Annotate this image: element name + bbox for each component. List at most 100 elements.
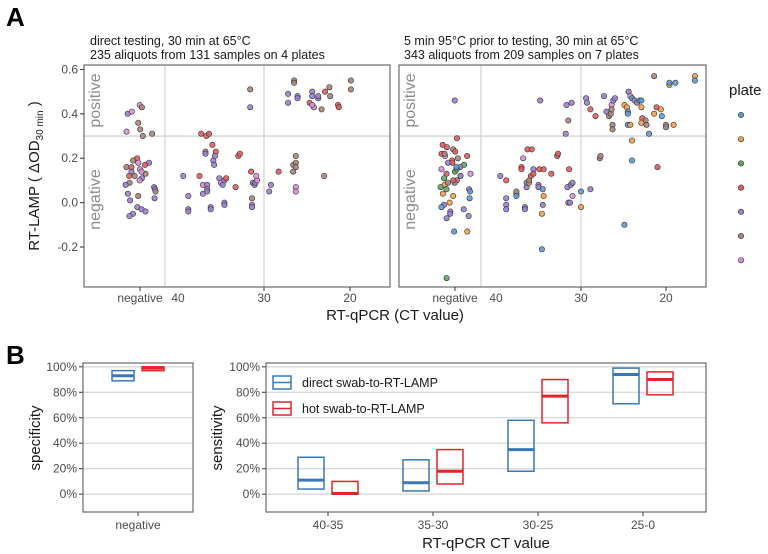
data-point xyxy=(453,164,460,171)
data-point xyxy=(267,181,274,188)
data-point xyxy=(212,153,219,160)
y-tick-label: 0.6 xyxy=(61,62,78,76)
data-point xyxy=(451,228,458,235)
x-tick-label: negative xyxy=(432,291,478,305)
data-point xyxy=(587,106,594,113)
panel-a-left-plot: positive negative negative 40 30 20 0.6 0.4 0.2 0… xyxy=(57,62,391,305)
y-tick-label: 0.2 xyxy=(61,151,78,165)
data-point xyxy=(454,155,461,162)
data-point xyxy=(253,173,260,180)
method-legend: direct swab-to-RT-LAMP hot swab-to-RT-LA… xyxy=(272,375,438,416)
plot-frame xyxy=(82,362,194,513)
data-point xyxy=(609,126,616,133)
specificity-plot: 100% 80% 60% 40% 20% 0% negative xyxy=(46,360,194,532)
negative-region-label: negative xyxy=(402,169,419,230)
data-point xyxy=(318,106,325,113)
data-point xyxy=(347,77,354,84)
data-point xyxy=(327,93,334,100)
data-point xyxy=(466,188,473,195)
data-point xyxy=(347,86,354,93)
data-point xyxy=(207,206,214,213)
data-point xyxy=(444,179,451,186)
data-point xyxy=(608,106,615,113)
sensitivity-axis-title: sensitivity xyxy=(209,405,226,471)
data-point xyxy=(335,104,342,111)
data-point xyxy=(587,186,594,193)
data-point xyxy=(569,179,576,186)
data-point xyxy=(450,193,457,200)
y-tick-label: 100% xyxy=(229,360,260,374)
data-point xyxy=(503,206,510,213)
specificity-axis-title: specificity xyxy=(27,405,44,471)
positive-region-label: positive xyxy=(402,73,419,127)
data-point xyxy=(554,150,561,157)
interval-box xyxy=(297,456,325,490)
x-tick-label: 40-35 xyxy=(313,518,344,532)
data-point xyxy=(562,130,569,137)
y-tick-label: 60% xyxy=(53,411,77,425)
data-point xyxy=(466,195,473,202)
data-point xyxy=(537,97,544,104)
negative-region-label: negative xyxy=(87,169,104,230)
data-point xyxy=(451,97,458,104)
data-point xyxy=(624,110,631,117)
data-point xyxy=(152,188,159,195)
data-point xyxy=(657,106,664,113)
y-tick-label: 0% xyxy=(60,487,78,501)
data-point xyxy=(528,146,535,153)
data-point xyxy=(136,177,143,184)
data-point xyxy=(539,201,546,208)
data-point xyxy=(464,228,471,235)
data-point xyxy=(566,166,573,173)
data-point xyxy=(315,93,322,100)
data-point xyxy=(438,204,445,211)
data-point xyxy=(135,193,142,200)
data-point xyxy=(568,99,575,106)
data-point xyxy=(540,166,547,173)
data-point xyxy=(321,173,328,180)
x-tick-label: 25-0 xyxy=(631,518,655,532)
y-tick-label: 40% xyxy=(236,436,260,450)
data-point xyxy=(651,73,658,80)
interval-box xyxy=(436,448,464,485)
data-point xyxy=(126,213,133,220)
data-point xyxy=(196,173,203,180)
y-tick-label: 100% xyxy=(46,360,77,374)
data-point xyxy=(446,199,453,206)
y-title-end: ) xyxy=(26,101,43,110)
y-title-main: RT-LAMP ( ΔOD xyxy=(26,140,43,250)
data-point xyxy=(248,168,255,175)
interval-box xyxy=(541,378,569,424)
data-point xyxy=(638,119,645,126)
data-point xyxy=(651,110,658,117)
data-point xyxy=(577,204,584,211)
panel-a-right-subtitle: 343 aliquots from 209 samples on 7 plate… xyxy=(404,48,639,62)
data-point xyxy=(453,135,460,142)
x-tick-label: 35-30 xyxy=(418,518,449,532)
data-point xyxy=(577,188,584,195)
data-point xyxy=(291,79,298,86)
data-point xyxy=(467,170,474,177)
positive-region-label: positive xyxy=(87,73,104,127)
data-point xyxy=(124,190,131,197)
data-point xyxy=(539,186,546,193)
panel-letter-b: B xyxy=(6,340,25,370)
data-point xyxy=(548,170,555,177)
data-point xyxy=(666,79,673,86)
data-point xyxy=(441,175,448,182)
data-point xyxy=(266,188,273,195)
data-point xyxy=(130,157,137,164)
data-point xyxy=(275,168,282,175)
panel-a-x-axis-title: RT-qPCR (CT value) xyxy=(326,307,464,324)
data-point xyxy=(538,210,545,217)
data-point xyxy=(628,157,635,164)
panel-a-y-axis-title: RT-LAMP ( ΔOD30 min ) xyxy=(26,101,46,251)
y-tick-label: 80% xyxy=(236,385,260,399)
data-point xyxy=(223,175,230,182)
y-tick-label: 60% xyxy=(236,411,260,425)
data-point xyxy=(450,177,457,184)
data-point xyxy=(127,197,134,204)
plate-legend-key xyxy=(737,233,744,240)
data-point xyxy=(583,99,590,106)
panel-b-x-axis-title: RT-qPCR CT value xyxy=(422,535,550,552)
